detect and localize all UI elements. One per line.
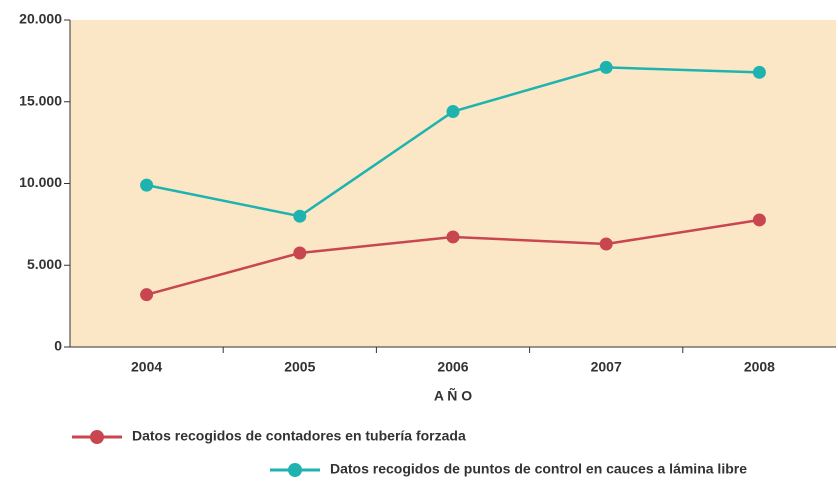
y-tick-label: 10.000 bbox=[19, 174, 62, 190]
point bbox=[599, 60, 613, 74]
x-tick-label: 2008 bbox=[744, 359, 775, 375]
legend-marker bbox=[288, 463, 302, 477]
x-tick-label: 2007 bbox=[591, 359, 622, 375]
point bbox=[293, 246, 307, 260]
legend-marker bbox=[90, 430, 104, 444]
y-tick-label: 5.000 bbox=[27, 256, 62, 272]
x-tick-label: 2005 bbox=[284, 359, 315, 375]
point bbox=[599, 237, 613, 251]
legend-label: Datos recogidos de puntos de control en … bbox=[330, 461, 747, 477]
point bbox=[140, 178, 154, 192]
point bbox=[140, 288, 154, 302]
y-tick-label: 0 bbox=[54, 338, 62, 354]
x-axis-label: A Ñ O bbox=[434, 387, 472, 404]
y-tick-label: 20.000 bbox=[19, 11, 62, 27]
point bbox=[752, 65, 766, 79]
x-tick-label: 2006 bbox=[437, 359, 468, 375]
x-tick-label: 2004 bbox=[131, 359, 162, 375]
point bbox=[446, 105, 460, 119]
point bbox=[446, 230, 460, 244]
plot-area bbox=[70, 20, 836, 347]
point bbox=[752, 213, 766, 227]
point bbox=[293, 209, 307, 223]
y-tick-label: 15.000 bbox=[19, 92, 62, 108]
legend-label: Datos recogidos de contadores en tubería… bbox=[132, 428, 466, 444]
